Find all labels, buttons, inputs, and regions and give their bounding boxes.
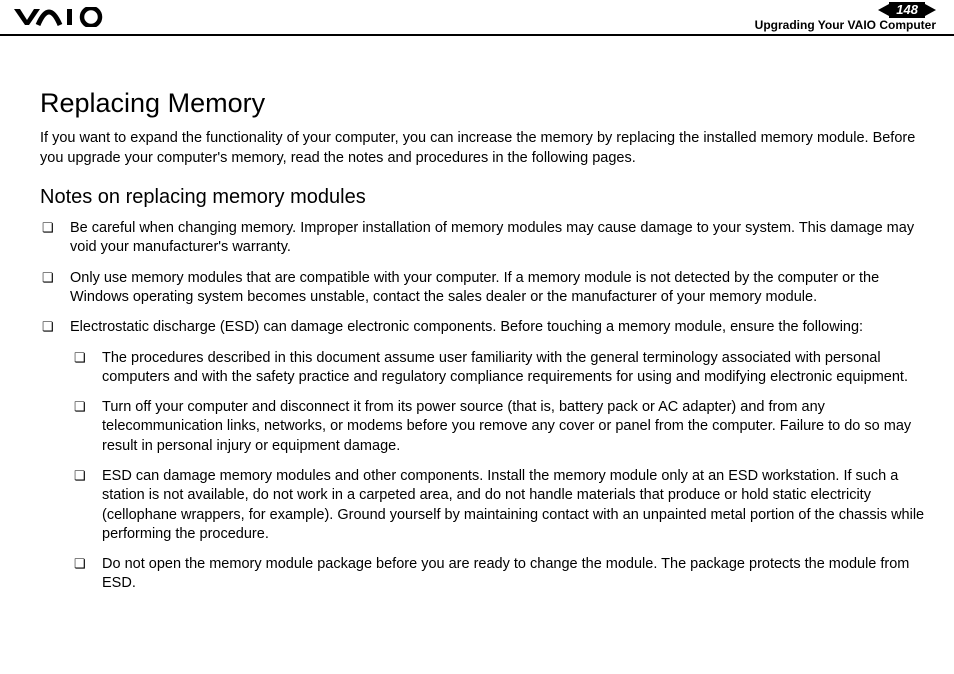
section-subtitle: Notes on replacing memory modules bbox=[40, 186, 934, 209]
arrow-left-icon[interactable] bbox=[878, 4, 889, 16]
list-item: The procedures described in this documen… bbox=[72, 349, 934, 388]
notes-sublist: The procedures described in this documen… bbox=[72, 349, 934, 594]
arrow-right-icon[interactable] bbox=[925, 4, 936, 16]
list-item: Be careful when changing memory. Imprope… bbox=[40, 219, 934, 258]
list-item: Electrostatic discharge (ESD) can damage… bbox=[40, 318, 934, 593]
section-label: Upgrading Your VAIO Computer bbox=[755, 19, 936, 32]
page-header: 148 Upgrading Your VAIO Computer bbox=[0, 0, 954, 36]
vaio-logo bbox=[14, 7, 112, 27]
header-right: 148 Upgrading Your VAIO Computer bbox=[755, 2, 936, 32]
page-content: Replacing Memory If you want to expand t… bbox=[0, 36, 954, 594]
list-item: ESD can damage memory modules and other … bbox=[72, 467, 934, 544]
page-title: Replacing Memory bbox=[40, 88, 934, 119]
list-item: Only use memory modules that are compati… bbox=[40, 269, 934, 308]
list-item-text: Electrostatic discharge (ESD) can damage… bbox=[70, 319, 863, 335]
list-item: Do not open the memory module package be… bbox=[72, 555, 934, 594]
intro-paragraph: If you want to expand the functionality … bbox=[40, 129, 934, 168]
list-item: Turn off your computer and disconnect it… bbox=[72, 398, 934, 456]
notes-list: Be careful when changing memory. Imprope… bbox=[40, 219, 934, 594]
page-number-badge: 148 bbox=[889, 2, 925, 18]
page-nav: 148 bbox=[878, 2, 936, 18]
